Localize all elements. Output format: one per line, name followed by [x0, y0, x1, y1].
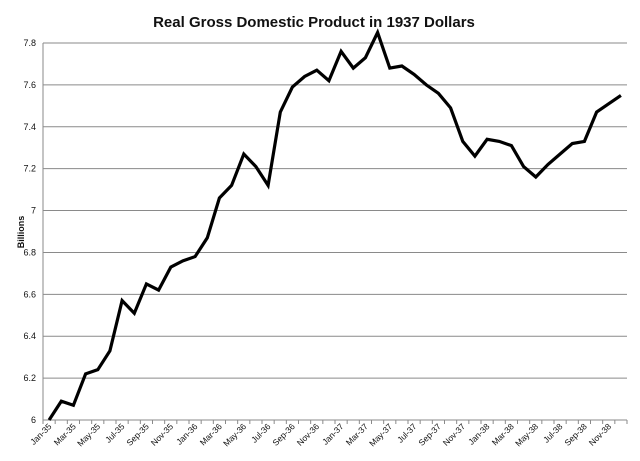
x-tick-label: Jan-36	[174, 421, 200, 447]
x-tick-label: Sep-38	[562, 421, 589, 448]
x-tick-label: Jul-36	[249, 421, 273, 445]
y-tick-label: 7.6	[23, 80, 36, 90]
y-tick-label: 7	[31, 206, 36, 216]
x-tick-label: Jan-37	[320, 421, 346, 447]
x-tick-label: Jan-38	[466, 421, 492, 447]
y-tick-label: 6.4	[23, 331, 36, 341]
x-tick-label: Mar-37	[344, 421, 370, 447]
x-tick-label: May-37	[367, 421, 394, 448]
y-tick-label: 7.8	[23, 38, 36, 48]
series-layer	[47, 28, 622, 421]
x-tick-label: Nov-37	[441, 421, 468, 448]
x-tick-label: May-36	[221, 421, 248, 448]
gridlines	[43, 42, 627, 379]
x-tick-label: Jul-37	[395, 421, 419, 445]
y-tick-label: 6	[31, 415, 36, 425]
x-axis	[42, 43, 628, 424]
y-tick-label: 7.4	[23, 122, 36, 132]
x-tick-label: Nov-35	[149, 421, 176, 448]
x-tick-label: Nov-38	[587, 421, 614, 448]
x-tick-label: Sep-37	[416, 421, 443, 448]
x-tick-label: Mar-38	[490, 421, 516, 447]
y-tick-label: 6.2	[23, 373, 36, 383]
x-tick-label: May-38	[513, 421, 540, 448]
x-tick-label: Jan-35	[28, 421, 54, 447]
y-axis-label: Billions	[16, 216, 26, 249]
chart-title: Real Gross Domestic Product in 1937 Doll…	[153, 14, 475, 31]
y-tick-label: 7.2	[23, 164, 36, 174]
x-tick-label: Nov-36	[295, 421, 322, 448]
x-tick-label: Mar-35	[52, 421, 78, 447]
y-tick-label: 6.6	[23, 289, 36, 299]
y-axis-ticks: 6 6.2 6.4 6.6 6.8 7 7.2 7.4 7.6 7.8	[23, 38, 36, 425]
y-tick-label: 6.8	[23, 247, 36, 257]
x-tick-label: May-35	[75, 421, 102, 448]
x-tick-label: Jul-38	[541, 421, 565, 445]
x-tick-label: Sep-35	[124, 421, 151, 448]
x-tick-label: Sep-36	[270, 421, 297, 448]
x-tick-label: Mar-36	[198, 421, 224, 447]
x-tick-label: Jul-35	[103, 421, 127, 445]
gdp-series-line	[47, 28, 622, 421]
